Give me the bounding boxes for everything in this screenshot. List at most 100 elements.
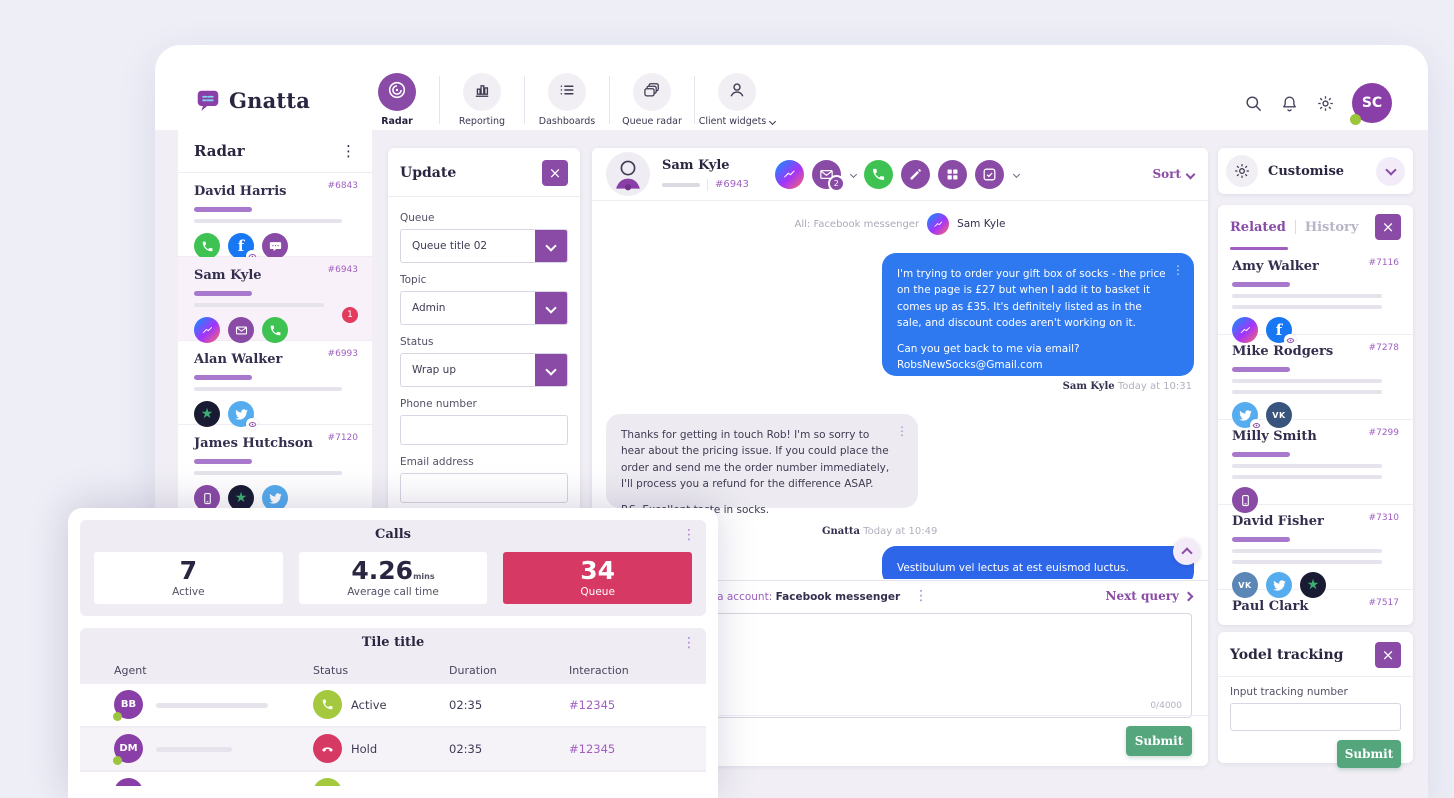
sidebar-menu-icon[interactable]: ⋮	[341, 141, 356, 160]
message-bubble-agent[interactable]: ⋮ Thanks for getting in touch Rob! I'm s…	[606, 414, 918, 516]
sms-icon[interactable]	[262, 233, 288, 259]
close-icon[interactable]: ×	[1375, 214, 1401, 240]
mobile-phone-icon[interactable]	[1232, 487, 1258, 513]
collapse-message-button[interactable]	[1173, 538, 1200, 565]
nav-item-client-widgets[interactable]: Client widgets	[695, 73, 779, 127]
chevron-down-icon[interactable]	[1012, 170, 1020, 178]
list-icon	[557, 80, 577, 104]
bell-icon[interactable]	[1280, 94, 1299, 113]
trustpilot-icon[interactable]: ★	[1300, 572, 1326, 598]
progress-track	[194, 303, 324, 307]
twitter-icon[interactable]	[262, 485, 288, 511]
facebook-icon[interactable]: f	[228, 233, 258, 262]
twitter-icon[interactable]	[1232, 402, 1262, 431]
agent-progress-bar	[156, 703, 268, 708]
online-status-dot	[1350, 114, 1361, 125]
expand-customise-button[interactable]	[1376, 156, 1405, 186]
agent-row[interactable]: CP Active 02:35 #12345	[80, 772, 706, 786]
trustpilot-icon[interactable]: ★	[228, 485, 254, 511]
calls-widget-overlay: Calls ⋮ 7 Active 4.26mins Average call t…	[68, 508, 718, 798]
agents-tile-menu-icon[interactable]: ⋮	[682, 635, 696, 651]
search-icon[interactable]	[1244, 94, 1263, 113]
nav-item-reporting[interactable]: Reporting	[440, 73, 524, 127]
progress-track	[1232, 305, 1382, 309]
next-query-button[interactable]: Next query	[1105, 589, 1194, 603]
status-select[interactable]: Wrap up	[400, 353, 568, 387]
agent-avatar: BB	[113, 690, 143, 721]
topic-select[interactable]: Admin	[400, 291, 568, 325]
whatsapp-icon[interactable]	[262, 317, 288, 343]
chevron-down-icon[interactable]	[849, 170, 857, 178]
agent-row[interactable]: DM Hold 02:35 #12345	[80, 728, 706, 770]
progress-track	[1232, 294, 1382, 298]
related-contact-david-fisher[interactable]: David Fisher #7310 VK ★	[1218, 505, 1413, 598]
compose-icon[interactable]	[900, 159, 930, 189]
message-meta: Gnatta Today at 10:49	[822, 526, 938, 537]
email-icon[interactable]: 2	[811, 159, 845, 192]
related-contact-paul-clark[interactable]: Paul Clark #7517	[1232, 598, 1399, 614]
tab-related[interactable]: Related	[1230, 219, 1286, 235]
whatsapp-icon[interactable]	[194, 233, 220, 259]
whatsapp-icon[interactable]	[863, 159, 893, 189]
related-contact-amy-walker[interactable]: Amy Walker #7116 f	[1218, 250, 1413, 346]
gear-icon[interactable]	[1316, 94, 1335, 113]
contact-james-hutchson[interactable]: James Hutchson #7120 ★	[178, 425, 372, 511]
mobile-phone-icon[interactable]	[194, 485, 220, 511]
messenger-icon[interactable]	[774, 159, 804, 189]
close-icon[interactable]: ×	[542, 160, 568, 186]
chevron-down-icon	[769, 117, 777, 126]
agents-tile-title: Tile title	[361, 635, 425, 650]
brand-name: Gnatta	[229, 87, 311, 113]
contact-david-harris[interactable]: David Harris #6843 f	[178, 173, 372, 262]
message-menu-icon[interactable]: ⋮	[896, 424, 908, 438]
related-contact-milly-smith[interactable]: Milly Smith #7299	[1218, 420, 1413, 513]
progress-track	[1232, 475, 1382, 479]
trustpilot-icon[interactable]: ★	[194, 401, 220, 427]
message-bubble-collapsed[interactable]: Vestibulum vel lectus at est euismod luc…	[882, 546, 1194, 579]
user-avatar[interactable]: SC	[1350, 83, 1392, 125]
submit-tracking-button[interactable]: Submit	[1337, 740, 1401, 768]
messenger-icon[interactable]	[1232, 317, 1258, 343]
related-contact-mike-rodgers[interactable]: Mike Rodgers #7278 VK	[1218, 335, 1413, 431]
nav-item-radar[interactable]: Radar	[355, 73, 439, 127]
tracking-number-input[interactable]	[1230, 703, 1401, 731]
contact-id: #7517	[1368, 598, 1399, 608]
tab-history[interactable]: History	[1304, 219, 1359, 235]
message-menu-icon[interactable]: ⋮	[1172, 263, 1184, 277]
vk-icon[interactable]: VK	[1232, 572, 1258, 598]
nav-item-queue-radar[interactable]: Queue radar	[610, 73, 694, 127]
eye-badge-icon	[246, 418, 258, 430]
twitter-icon[interactable]	[228, 401, 258, 430]
email-input[interactable]	[400, 473, 568, 503]
stacked-cards-icon	[642, 80, 662, 104]
contact-id: #7278	[1368, 343, 1399, 353]
interaction-link[interactable]: #12345	[569, 742, 616, 756]
queue-select[interactable]: Queue title 02	[400, 229, 568, 263]
close-icon[interactable]: ×	[1375, 642, 1401, 668]
interaction-link[interactable]: #12345	[569, 698, 616, 712]
calls-title: Calls	[375, 527, 411, 542]
progress-bar	[1232, 367, 1290, 372]
messenger-icon[interactable]	[194, 317, 220, 343]
facebook-icon[interactable]: f	[1266, 317, 1296, 346]
chevron-down-icon	[535, 230, 567, 262]
contact-id: #6843	[327, 181, 358, 191]
agent-row[interactable]: BB Active 02:35 #12345	[80, 684, 706, 726]
account-menu-icon[interactable]: ⋮	[914, 588, 929, 604]
contact-alan-walker[interactable]: Alan Walker #6993 ★	[178, 341, 372, 430]
calls-menu-icon[interactable]: ⋮	[682, 527, 696, 543]
email-icon[interactable]	[228, 317, 254, 343]
phone-input[interactable]	[400, 415, 568, 445]
twitter-icon[interactable]	[1266, 572, 1292, 598]
sort-control[interactable]: Sort	[1152, 167, 1196, 181]
nav-item-dashboards[interactable]: Dashboards	[525, 73, 609, 127]
apps-grid-icon[interactable]	[937, 159, 967, 189]
contact-id: #7299	[1368, 428, 1399, 438]
phone-label: Phone number	[400, 398, 477, 410]
vk-icon[interactable]: VK	[1266, 402, 1292, 428]
tasks-check-icon[interactable]	[974, 159, 1004, 189]
contact-sam-kyle[interactable]: Sam Kyle #6943 1	[178, 257, 372, 343]
message-bubble-incoming[interactable]: ⋮ I'm trying to order your gift box of s…	[882, 253, 1194, 376]
messenger-icon	[927, 213, 950, 235]
submit-reply-button[interactable]: Submit	[1126, 726, 1192, 756]
